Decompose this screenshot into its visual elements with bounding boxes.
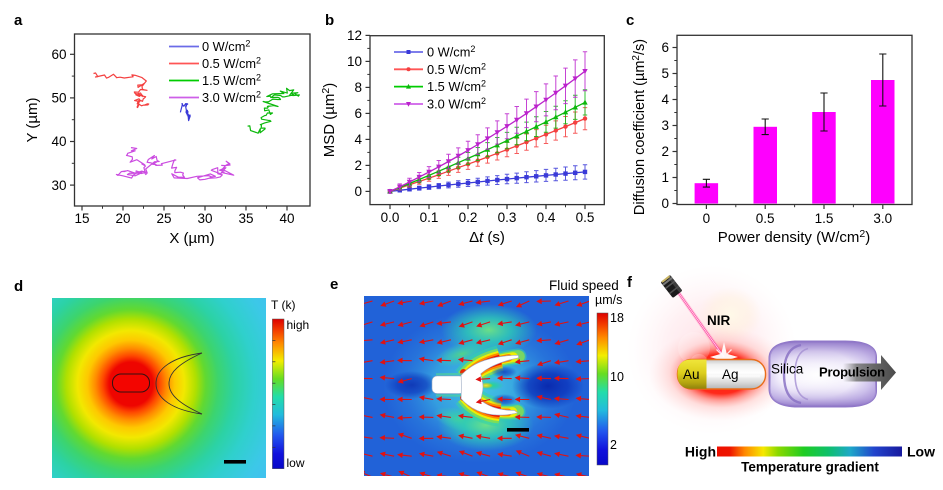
svg-text:10: 10: [347, 54, 362, 69]
svg-text:X (µm): X (µm): [169, 230, 214, 247]
svg-text:3: 3: [661, 118, 669, 133]
svg-text:1: 1: [661, 170, 669, 185]
svg-text:4: 4: [354, 132, 362, 147]
svg-text:Y (µm): Y (µm): [24, 97, 41, 142]
svg-text:1.5 W/cm2: 1.5 W/cm2: [427, 79, 486, 95]
svg-text:High: High: [685, 444, 716, 460]
svg-text:0 W/cm2: 0 W/cm2: [202, 39, 250, 55]
svg-text:0: 0: [661, 196, 669, 211]
svg-text:20: 20: [115, 211, 130, 226]
svg-text:60: 60: [51, 47, 66, 62]
svg-text:1.5 W/cm2: 1.5 W/cm2: [202, 73, 261, 89]
svg-text:NIR: NIR: [707, 313, 731, 328]
svg-text:Power density (W/cm2): Power density (W/cm2): [718, 228, 871, 246]
svg-text:12: 12: [347, 28, 362, 43]
svg-text:0: 0: [354, 184, 362, 199]
svg-text:Diffusion coefficient (µm2/s): Diffusion coefficient (µm2/s): [631, 39, 648, 215]
svg-text:15: 15: [74, 211, 89, 226]
svg-text:10: 10: [610, 370, 624, 384]
svg-text:µm/s: µm/s: [595, 293, 622, 307]
svg-text:3.0 W/cm2: 3.0 W/cm2: [202, 90, 261, 106]
svg-text:0.5: 0.5: [756, 211, 775, 226]
svg-text:0.4: 0.4: [537, 210, 556, 225]
svg-text:b: b: [325, 12, 334, 29]
svg-text:18: 18: [610, 311, 624, 325]
svg-text:Propulsion: Propulsion: [819, 365, 885, 380]
svg-text:0.5 W/cm2: 0.5 W/cm2: [427, 61, 486, 77]
svg-text:e: e: [330, 276, 338, 293]
svg-text:30: 30: [51, 178, 66, 193]
svg-text:T (k): T (k): [271, 298, 295, 312]
svg-text:low: low: [287, 456, 305, 470]
svg-text:Low: Low: [907, 444, 935, 460]
svg-text:2: 2: [354, 158, 362, 173]
svg-text:Δt (s): Δt (s): [469, 229, 505, 246]
svg-text:2: 2: [661, 144, 669, 159]
svg-text:6: 6: [354, 106, 362, 121]
svg-text:high: high: [287, 318, 310, 332]
svg-text:35: 35: [238, 211, 253, 226]
svg-text:30: 30: [197, 211, 212, 226]
svg-text:0.2: 0.2: [459, 210, 478, 225]
svg-text:40: 40: [279, 211, 294, 226]
svg-text:Ag: Ag: [722, 367, 739, 382]
svg-text:0: 0: [703, 211, 711, 226]
svg-text:2: 2: [610, 438, 617, 452]
svg-text:1.5: 1.5: [815, 211, 834, 226]
svg-text:8: 8: [354, 80, 362, 95]
svg-text:c: c: [626, 12, 634, 29]
svg-text:25: 25: [156, 211, 171, 226]
svg-text:f: f: [627, 274, 633, 291]
svg-text:0.5: 0.5: [576, 210, 595, 225]
svg-text:0.3: 0.3: [498, 210, 517, 225]
svg-text:d: d: [14, 278, 23, 295]
svg-text:0.5 W/cm2: 0.5 W/cm2: [202, 56, 261, 72]
svg-text:50: 50: [51, 91, 66, 106]
svg-text:3.0: 3.0: [873, 211, 892, 226]
svg-text:Silica: Silica: [771, 362, 804, 377]
svg-text:6: 6: [661, 40, 669, 55]
svg-text:0.1: 0.1: [420, 210, 439, 225]
svg-text:Fluid speed: Fluid speed: [549, 278, 619, 293]
svg-text:0 W/cm2: 0 W/cm2: [427, 44, 475, 60]
svg-text:Au: Au: [683, 367, 700, 382]
svg-text:4: 4: [661, 92, 669, 107]
svg-text:Temperature gradient: Temperature gradient: [741, 460, 879, 475]
svg-text:40: 40: [51, 134, 66, 149]
svg-text:0.0: 0.0: [381, 210, 400, 225]
svg-text:3.0 W/cm2: 3.0 W/cm2: [427, 96, 486, 112]
svg-text:a: a: [14, 12, 23, 29]
svg-text:MSD (µm2): MSD (µm2): [320, 83, 338, 157]
svg-text:5: 5: [661, 66, 669, 81]
